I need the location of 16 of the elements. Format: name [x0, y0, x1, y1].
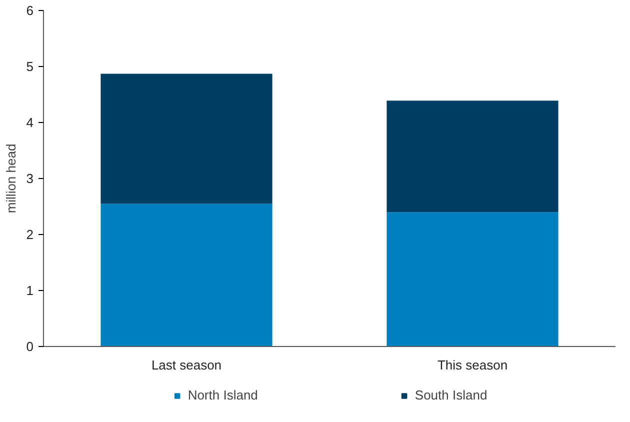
bar: [100, 74, 272, 204]
x-tick-label: This season: [437, 358, 508, 372]
y-tick-label: 6: [26, 3, 34, 18]
legend-label: South Island: [414, 388, 488, 402]
bar: [386, 100, 558, 212]
y-axis-title: million head: [3, 144, 18, 214]
x-tick-label: Last season: [151, 358, 222, 372]
y-tick-label: 1: [26, 283, 34, 298]
y-tick-label: 0: [26, 339, 34, 354]
bar: [386, 212, 558, 346]
y-tick-label: 3: [26, 171, 34, 186]
legend-label: North Island: [188, 388, 258, 402]
y-tick-label: 5: [26, 59, 34, 74]
y-tick-label: 2: [26, 227, 34, 242]
y-tick-label: 4: [26, 115, 34, 130]
bar: [100, 204, 272, 346]
